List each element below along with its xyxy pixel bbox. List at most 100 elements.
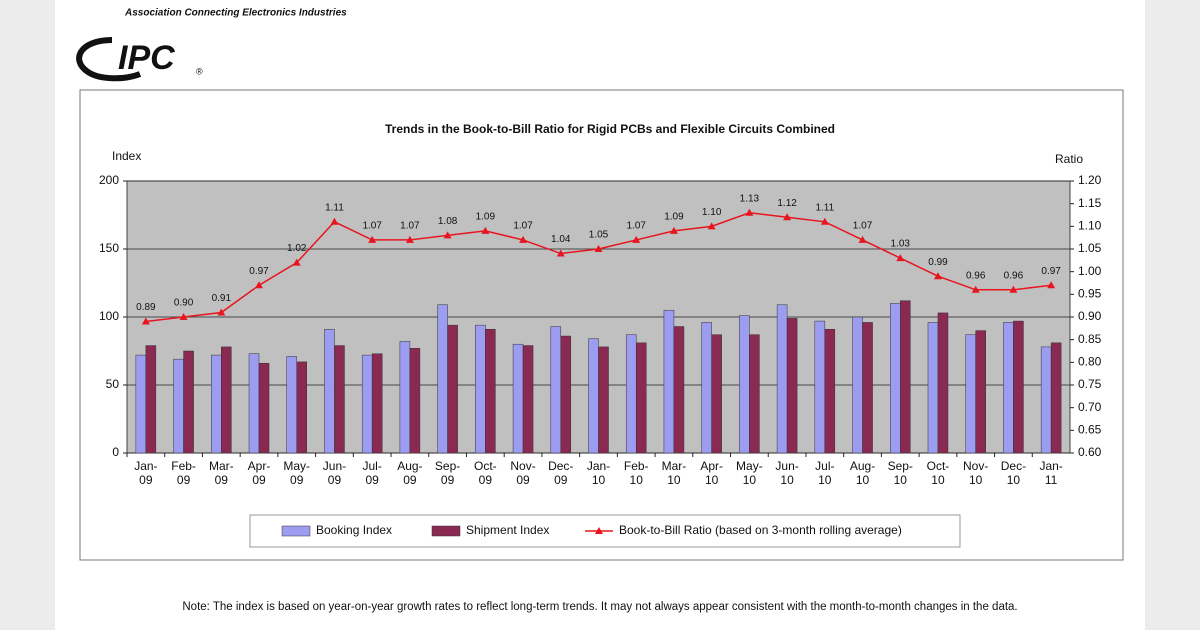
data-label: 0.91 [212, 293, 232, 304]
data-label: 1.07 [513, 221, 533, 232]
bar [512, 343, 524, 454]
x-tick-label-box: Nov-10 [963, 459, 988, 487]
y2-tick-label: 1.00 [1078, 264, 1102, 278]
x-tick-label-box: Sep-10 [887, 459, 913, 487]
data-label: 1.13 [740, 193, 760, 204]
data-label: 0.99 [928, 257, 948, 268]
data-label: 0.97 [249, 266, 269, 277]
x-tick-label: May-10 [736, 459, 763, 487]
marker [443, 231, 452, 239]
x-tick-label: Oct-09 [473, 459, 497, 487]
marker [179, 313, 188, 320]
data-label: 1.09 [476, 212, 496, 223]
data-label: 1.03 [891, 239, 911, 250]
marker [632, 235, 641, 243]
x-tick-label-box: Mar-09 [208, 459, 234, 487]
x-tick-label: May-09 [283, 459, 311, 487]
marker [820, 217, 829, 225]
x-tick-label-box: Apr-10 [700, 459, 723, 487]
y2-tick-label: 0.60 [1078, 445, 1102, 459]
data-label: 0.96 [966, 270, 986, 281]
legend-swatch [281, 525, 311, 537]
bar [890, 303, 901, 454]
legend-swatch [431, 525, 461, 537]
x-tick-label: Feb-10 [623, 459, 649, 487]
bar [937, 312, 949, 454]
x-tick-label-box: Feb-09 [171, 459, 196, 487]
bar [663, 309, 675, 454]
marker [519, 235, 528, 243]
bar [447, 324, 458, 454]
data-label: 1.02 [287, 243, 307, 254]
marker [669, 226, 678, 234]
data-label: 1.07 [362, 221, 382, 232]
x-tick-label: Dec-10 [1000, 459, 1027, 487]
legend-marker [595, 527, 603, 534]
x-tick-label-box: Aug-10 [849, 459, 876, 487]
data-label: 1.05 [589, 230, 609, 241]
x-tick-label: Aug-09 [397, 459, 423, 487]
x-tick-label: Mar-09 [208, 459, 234, 487]
x-tick-label-box: Oct-09 [473, 459, 497, 487]
y-tick-label: 150 [99, 241, 119, 255]
x-tick-label-box: Jan-10 [587, 459, 610, 487]
bar [258, 362, 270, 454]
data-label: 0.89 [136, 302, 156, 313]
x-tick-label-box: Nov-09 [510, 459, 536, 487]
bar [776, 304, 788, 454]
bar [1050, 342, 1062, 454]
bar [324, 328, 335, 454]
legend-label: Booking Index [316, 523, 392, 537]
bar [560, 335, 572, 454]
bar [701, 322, 712, 454]
bar [334, 345, 345, 454]
x-tick-label-box: Jan-09 [134, 459, 157, 487]
bar [739, 315, 750, 454]
x-tick-label-box: Jun-10 [775, 459, 799, 487]
x-tick-label: Sep-10 [887, 459, 913, 487]
x-tick-label-box: May-10 [736, 459, 763, 487]
bar [852, 316, 863, 454]
y-tick-label: 0 [112, 445, 119, 459]
bar [598, 346, 609, 454]
bar [361, 354, 373, 454]
marker [933, 272, 942, 280]
bar [975, 330, 986, 454]
bar [814, 320, 826, 454]
y2-tick-label: 1.05 [1078, 241, 1102, 255]
y-axis-title: Index [112, 149, 141, 163]
marker [971, 285, 980, 293]
x-tick-label-box: Feb-10 [623, 459, 649, 487]
x-tick-label-box: May-09 [283, 459, 311, 487]
x-tick-label: Apr-10 [700, 459, 723, 487]
x-tick-label: Jul-09 [362, 459, 382, 487]
data-label: 1.07 [853, 221, 873, 232]
bar [965, 334, 976, 454]
x-tick-label: Aug-10 [849, 459, 876, 487]
x-tick-label: Jun-10 [775, 459, 799, 487]
bar [135, 354, 147, 454]
bar [862, 322, 873, 454]
legend-label: Book-to-Bill Ratio (based on 3-month rol… [619, 523, 902, 537]
y2-tick-label: 1.20 [1078, 173, 1102, 187]
bar [824, 328, 836, 454]
bar [286, 356, 297, 454]
data-label: 1.04 [551, 234, 571, 245]
marker [292, 258, 301, 266]
marker [255, 281, 264, 289]
marker [858, 235, 867, 243]
bar [588, 338, 599, 454]
y-tick-label: 200 [99, 173, 119, 187]
x-tick-label-box: Oct-10 [927, 459, 950, 487]
marker [783, 213, 792, 221]
marker [745, 208, 754, 216]
bar [749, 334, 760, 454]
bar [635, 342, 647, 454]
marker [1047, 281, 1056, 289]
bar [711, 334, 722, 454]
bar [522, 345, 534, 454]
marker [217, 308, 226, 316]
marker [556, 249, 565, 257]
x-tick-label: Nov-09 [510, 459, 536, 487]
